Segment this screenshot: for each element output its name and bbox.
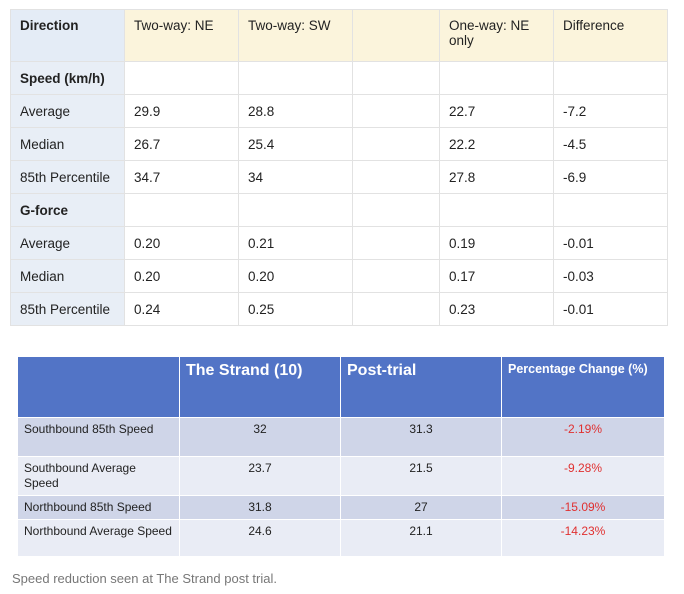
table-cell: 0.17	[439, 259, 554, 293]
row-label: Median	[10, 127, 125, 161]
table-header-row: Direction Two-way: NE Two-way: SW One-wa…	[10, 9, 668, 62]
percentage-change-cell: -14.23%	[501, 519, 665, 557]
table-cell: 29.9	[124, 94, 239, 128]
table-cell: 0.20	[124, 226, 239, 260]
strand-speed-table: The Strand (10) Post-trial Percentage Ch…	[17, 356, 665, 557]
section-label-speed: Speed (km/h)	[10, 61, 125, 95]
table-row: Northbound Average Speed 24.6 21.1 -14.2…	[17, 519, 665, 557]
table-row: Average 29.9 28.8 22.7 -7.2	[10, 94, 668, 128]
table-cell: 27	[340, 495, 502, 520]
table-caption: Speed reduction seen at The Strand post …	[12, 571, 277, 586]
table-cell	[352, 259, 440, 293]
header-direction: Direction	[10, 9, 125, 62]
header-percentage-change: Percentage Change (%)	[501, 356, 665, 418]
table-row: Southbound 85th Speed 32 31.3 -2.19%	[17, 417, 665, 457]
table-cell: 31.8	[179, 495, 341, 520]
table-cell: -4.5	[553, 127, 668, 161]
table-cell: 0.24	[124, 292, 239, 326]
table-cell: 0.20	[124, 259, 239, 293]
header-post-trial: Post-trial	[340, 356, 502, 418]
table-cell: 0.20	[238, 259, 353, 293]
table-cell: 34	[238, 160, 353, 194]
table-cell	[352, 94, 440, 128]
table-cell	[352, 226, 440, 260]
table-cell	[352, 292, 440, 326]
table-cell: 23.7	[179, 456, 341, 496]
table-cell: 0.21	[238, 226, 353, 260]
table-cell: 21.1	[340, 519, 502, 557]
table-cell: 34.7	[124, 160, 239, 194]
table-header-row: The Strand (10) Post-trial Percentage Ch…	[17, 356, 665, 418]
table-cell: 0.25	[238, 292, 353, 326]
table-cell	[238, 193, 353, 227]
table-row: Average 0.20 0.21 0.19 -0.01	[10, 226, 668, 260]
table-row: Median 0.20 0.20 0.17 -0.03	[10, 259, 668, 293]
header-empty	[352, 9, 440, 62]
percentage-change-cell: -2.19%	[501, 417, 665, 457]
table-cell	[352, 160, 440, 194]
table-cell: 21.5	[340, 456, 502, 496]
speed-gforce-table: Direction Two-way: NE Two-way: SW One-wa…	[10, 9, 668, 326]
table-cell: 27.8	[439, 160, 554, 194]
header-two-way-sw: Two-way: SW	[238, 9, 353, 62]
table-cell: 25.4	[238, 127, 353, 161]
table-cell: 22.7	[439, 94, 554, 128]
table-cell: 22.2	[439, 127, 554, 161]
row-label: 85th Percentile	[10, 160, 125, 194]
table-cell: 31.3	[340, 417, 502, 457]
percentage-change-cell: -9.28%	[501, 456, 665, 496]
row-label: Northbound Average Speed	[17, 519, 180, 557]
section-row: G-force	[10, 193, 668, 227]
table-cell	[439, 61, 554, 95]
table-row: 85th Percentile 0.24 0.25 0.23 -0.01	[10, 292, 668, 326]
table-cell	[553, 193, 668, 227]
row-label: Southbound 85th Speed	[17, 417, 180, 457]
table-cell: 24.6	[179, 519, 341, 557]
table-cell: -6.9	[553, 160, 668, 194]
table-cell: -0.03	[553, 259, 668, 293]
table-cell: 28.8	[238, 94, 353, 128]
header-two-way-ne: Two-way: NE	[124, 9, 239, 62]
section-label-gforce: G-force	[10, 193, 125, 227]
row-label: 85th Percentile	[10, 292, 125, 326]
row-label: Average	[10, 94, 125, 128]
table-row: Median 26.7 25.4 22.2 -4.5	[10, 127, 668, 161]
table-row: 85th Percentile 34.7 34 27.8 -6.9	[10, 160, 668, 194]
table-cell: -0.01	[553, 226, 668, 260]
table-cell	[124, 61, 239, 95]
table-cell: 32	[179, 417, 341, 457]
table-cell	[124, 193, 239, 227]
section-row: Speed (km/h)	[10, 61, 668, 95]
table-cell	[553, 61, 668, 95]
table-cell: -7.2	[553, 94, 668, 128]
table-row: Northbound 85th Speed 31.8 27 -15.09%	[17, 495, 665, 520]
table-cell	[352, 61, 440, 95]
table-cell	[439, 193, 554, 227]
header-the-strand: The Strand (10)	[179, 356, 341, 418]
table-cell	[238, 61, 353, 95]
percentage-change-cell: -15.09%	[501, 495, 665, 520]
table-cell: 0.19	[439, 226, 554, 260]
row-label: Average	[10, 226, 125, 260]
table-cell: -0.01	[553, 292, 668, 326]
table-cell	[352, 193, 440, 227]
row-label: Northbound 85th Speed	[17, 495, 180, 520]
table-cell: 0.23	[439, 292, 554, 326]
row-label: Median	[10, 259, 125, 293]
header-difference: Difference	[553, 9, 668, 62]
row-label: Southbound Average Speed	[17, 456, 180, 496]
header-one-way-ne: One-way: NE only	[439, 9, 554, 62]
header-empty	[17, 356, 180, 418]
table-cell	[352, 127, 440, 161]
table-cell: 26.7	[124, 127, 239, 161]
table-row: Southbound Average Speed 23.7 21.5 -9.28…	[17, 456, 665, 496]
